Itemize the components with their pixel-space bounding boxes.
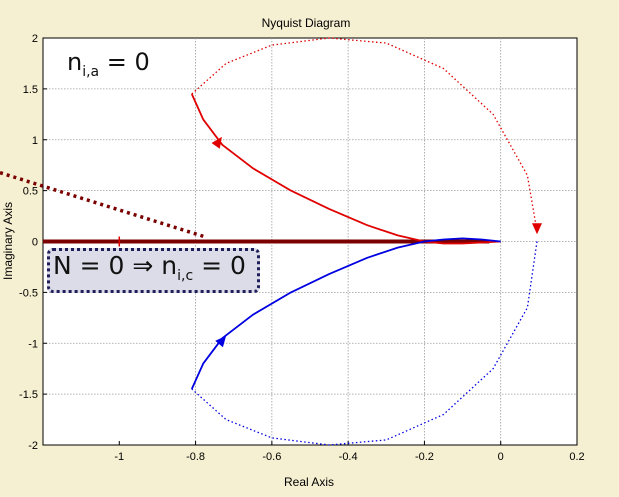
annotation-nia: ni,a = 0 (67, 48, 150, 80)
direction-arrow (211, 136, 222, 149)
y-tick-label: 1 (32, 135, 38, 147)
chart-title: Nyquist Diagram (262, 16, 351, 30)
x-tick-label: -0.4 (339, 451, 358, 463)
y-tick-label: 0.5 (23, 186, 38, 198)
direction-arrow (215, 335, 227, 348)
y-tick-label: -0.5 (19, 287, 38, 299)
annotation-nic: N = 0 ⇒ ni,c = 0 (53, 251, 246, 284)
x-tick-label: 0 (498, 451, 504, 463)
x-tick-label: -0.6 (262, 451, 281, 463)
x-axis-label: Real Axis (284, 475, 334, 489)
y-tick-label: -2 (28, 440, 38, 452)
x-tick-label: -0.2 (415, 451, 434, 463)
x-tick-label: 0.2 (569, 451, 584, 463)
ticks: -1 -0.8 -0.6 -0.4 -0.2 0 0.2 2 1.5 1 0.5 0 -0.5 -1 -1.… (19, 33, 585, 463)
y-tick-label: 1.5 (23, 84, 38, 96)
dotted-ray-line (0, 171, 208, 240)
annotation-box (47, 248, 260, 293)
direction-arrow (532, 223, 542, 235)
x-tick-label: -1 (114, 451, 124, 463)
y-tick-label: 2 (32, 33, 38, 45)
y-tick-label: -1 (28, 338, 38, 350)
y-tick-label: 0 (32, 237, 38, 249)
nyquist-series-1 (190, 93, 501, 245)
data-layer (0, 37, 542, 446)
y-axis-label: Imaginary Axis (1, 202, 15, 280)
y-tick-label: -1.5 (19, 389, 38, 401)
x-tick-label: -0.8 (186, 451, 205, 463)
